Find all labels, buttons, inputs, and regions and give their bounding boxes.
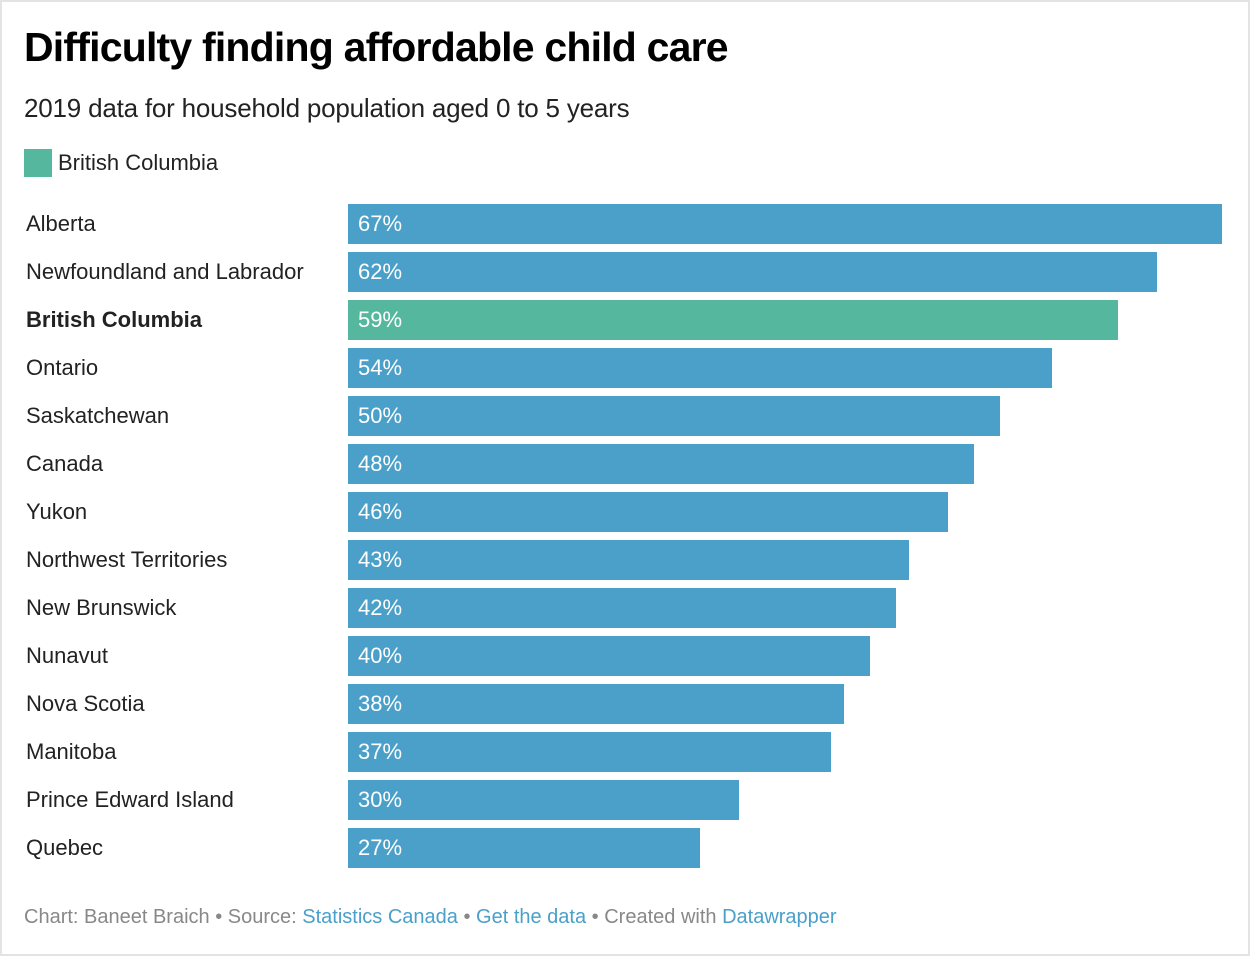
category-label: Yukon (26, 499, 88, 524)
bar (348, 588, 896, 628)
bar-value-label: 40% (358, 643, 403, 668)
bar-value-label: 27% (358, 835, 403, 860)
bar (348, 252, 1157, 292)
footer-created-prefix: Created with (604, 906, 723, 928)
bar (348, 444, 975, 484)
bar-value-label: 30% (358, 787, 403, 812)
bar-value-label: 37% (358, 739, 403, 764)
category-label: Prince Edward Island (26, 787, 234, 812)
bar (348, 684, 844, 724)
source-link[interactable]: Statistics Canada (302, 906, 458, 928)
chart-subtitle: 2019 data for household population aged … (24, 93, 630, 123)
bar-value-label: 50% (358, 403, 403, 428)
category-label: Newfoundland and Labrador (26, 259, 304, 284)
bar (348, 348, 1053, 388)
bar-value-label: 38% (358, 691, 403, 716)
category-label: Nunavut (26, 643, 108, 668)
bar (348, 636, 870, 676)
category-label: Canada (26, 451, 104, 476)
bar (348, 540, 909, 580)
bar-value-label: 42% (358, 595, 403, 620)
legend-swatch (24, 149, 52, 177)
bar (348, 828, 701, 868)
category-label: Manitoba (26, 739, 117, 764)
legend-label: British Columbia (58, 150, 219, 175)
category-label: British Columbia (26, 307, 203, 332)
footer: Chart: Baneet Braich • Source: Statistic… (24, 906, 837, 929)
chart-title: Difficulty finding affordable child care (24, 24, 729, 70)
legend: British Columbia (24, 149, 218, 177)
bar (348, 780, 740, 820)
footer-author: Chart: Baneet Braich (24, 906, 210, 928)
get-the-data-link[interactable]: Get the data (476, 906, 587, 928)
footer-separator: • (586, 906, 605, 928)
category-label: Alberta (26, 211, 96, 236)
category-label: Ontario (26, 355, 99, 380)
category-label: Saskatchewan (26, 403, 170, 428)
bar (348, 300, 1118, 340)
datawrapper-link[interactable]: Datawrapper (722, 906, 837, 928)
footer-separator: • (209, 906, 228, 928)
category-label: Northwest Territories (26, 547, 228, 572)
category-label: Nova Scotia (26, 691, 145, 716)
bar (348, 396, 1001, 436)
bar-value-label: 62% (358, 259, 403, 284)
bar-value-label: 48% (358, 451, 403, 476)
bar (348, 492, 949, 532)
bar-value-label: 59% (358, 307, 403, 332)
bar-value-label: 46% (358, 499, 403, 524)
bar-value-label: 67% (358, 211, 403, 236)
category-label: Quebec (26, 835, 104, 860)
bar-chart: Alberta 67% Newfoundland and Labrador 62% Br… (26, 204, 1222, 868)
bar-value-label: 43% (358, 547, 403, 572)
category-label: New Brunswick (26, 595, 177, 620)
footer-separator: • (457, 906, 477, 928)
bar-value-label: 54% (358, 355, 403, 380)
bar (348, 732, 831, 772)
footer-source-prefix: Source: (227, 906, 303, 928)
bar (348, 204, 1222, 244)
